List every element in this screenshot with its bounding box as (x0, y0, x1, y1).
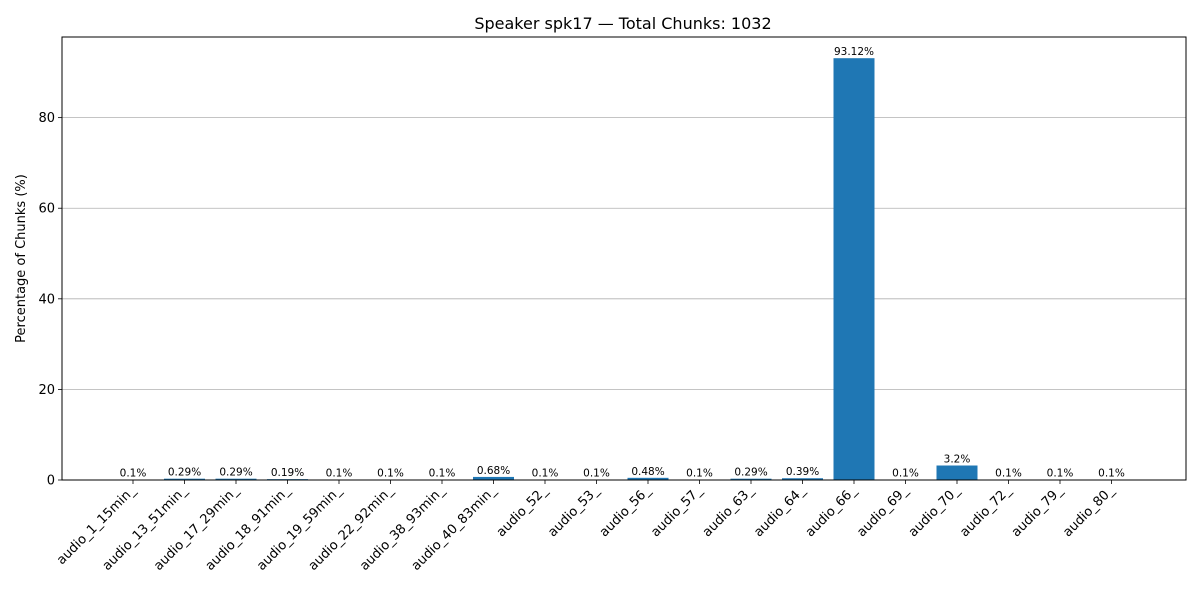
data-label: 0.68% (477, 465, 510, 477)
bars (112, 58, 1132, 481)
x-tick-label: audio_66_ (803, 483, 860, 540)
data-label: 0.29% (168, 467, 201, 479)
gridlines (62, 117, 1186, 481)
x-tick-label: audio_70_ (906, 483, 963, 540)
bar-audio-40-83min (473, 476, 514, 480)
bar-audio-17-29min (215, 478, 257, 480)
x-tick-label: audio_40_83min_ (409, 483, 500, 574)
data-label: 93.12% (834, 46, 874, 58)
data-label: 0.1% (995, 468, 1022, 480)
data-label: 0.29% (219, 467, 252, 479)
bar-audio-66 (833, 58, 875, 481)
y-tick-label: 80 (38, 111, 55, 126)
x-tick-label: audio_22_92min_ (306, 483, 397, 574)
x-tick-label: audio_72_ (957, 483, 1014, 540)
x-axis-ticks: audio_1_15min_audio_13_51min_audio_17_29… (54, 480, 1118, 574)
data-label: 3.2% (944, 454, 971, 466)
x-tick-label: audio_79_ (1009, 483, 1066, 540)
plot-frame (61, 36, 1187, 481)
bar-audio-13-51min (164, 478, 205, 480)
data-labels: 0.1% 0.29% 0.29% 0.19% 0.1% 0.1% 0.1% 0.68% 0.1%… (120, 46, 1125, 479)
bar-audio-70 (936, 465, 978, 480)
x-tick-label: audio_18_91min_ (203, 483, 294, 574)
y-axis-label: Percentage of Chunks (%) (14, 174, 29, 343)
bar-audio-56 (627, 477, 669, 480)
data-label: 0.1% (377, 468, 404, 480)
data-label: 0.29% (734, 467, 767, 479)
data-label: 0.1% (1098, 468, 1125, 480)
data-label: 0.1% (1047, 468, 1074, 480)
x-tick-label: audio_17_29min_ (151, 483, 242, 574)
x-tick-label: audio_64_ (751, 483, 808, 540)
y-tick-label: 0 (47, 474, 55, 489)
x-tick-label: audio_52_ (494, 483, 551, 540)
x-tick-label: audio_63_ (700, 483, 757, 540)
data-label: 0.1% (686, 468, 713, 480)
data-label: 0.1% (326, 468, 353, 480)
y-tick-label: 60 (38, 202, 55, 217)
x-tick-label: audio_19_59min_ (254, 483, 345, 574)
data-label: 0.1% (120, 468, 147, 480)
x-tick-label: audio_53_ (545, 483, 602, 540)
bar-audio-63 (730, 478, 772, 480)
x-tick-label: audio_56_ (597, 483, 654, 540)
data-label: 0.39% (786, 466, 819, 478)
y-tick-label: 40 (38, 292, 55, 307)
x-tick-label: audio_80_ (1060, 483, 1117, 540)
y-tick-label: 20 (38, 383, 55, 398)
x-tick-label: audio_38_93min_ (357, 483, 448, 574)
chart-title: Speaker spk17 — Total Chunks: 1032 (474, 14, 771, 33)
data-label: 0.1% (429, 468, 456, 480)
data-label: 0.1% (532, 468, 559, 480)
bar-audio-64 (782, 478, 823, 480)
data-label: 0.19% (271, 467, 304, 479)
x-tick-label: audio_13_51min_ (100, 483, 191, 574)
y-axis-ticks: 0 20 40 60 80 (38, 111, 62, 489)
x-tick-label: audio_57_ (648, 483, 705, 540)
data-label: 0.48% (631, 466, 664, 478)
data-label: 0.1% (892, 468, 919, 480)
data-label: 0.1% (583, 468, 610, 480)
x-tick-label: audio_69_ (854, 483, 911, 540)
